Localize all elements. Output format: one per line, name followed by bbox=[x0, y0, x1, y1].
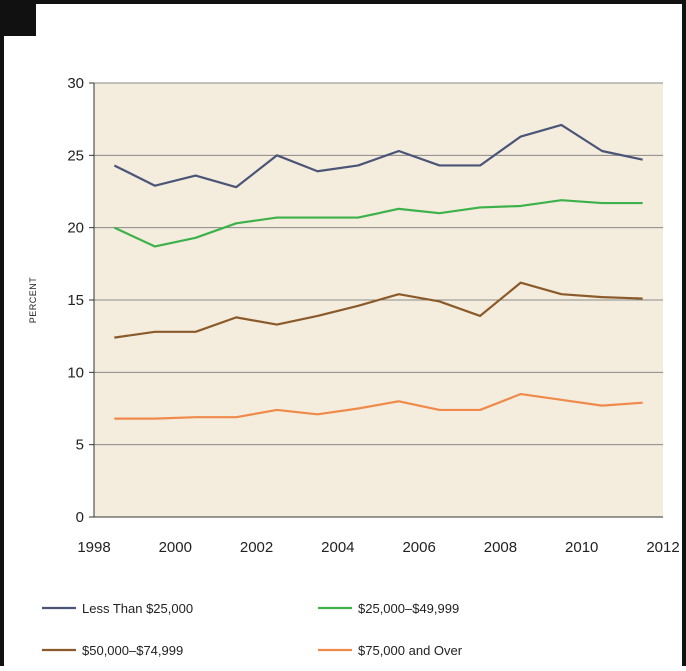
x-tick-label: 2010 bbox=[565, 539, 598, 556]
y-tick-label: 15 bbox=[67, 292, 84, 309]
legend-label: $50,000–$74,999 bbox=[82, 643, 183, 658]
legend: Less Than $25,000 $25,000–$49,999 $50,000–… bbox=[42, 601, 463, 658]
series-line-4 bbox=[114, 392, 643, 420]
legend-label: Less Than $25,000 bbox=[82, 601, 193, 616]
series-line-1 bbox=[113, 123, 643, 189]
y-tick-label: 30 bbox=[67, 75, 84, 92]
frame-left-border bbox=[0, 0, 4, 666]
y-tick-label: 20 bbox=[67, 220, 84, 237]
frame-right-border bbox=[682, 0, 686, 666]
x-tick-labels: 1998 2000 2002 2004 2006 2008 2010 2012 bbox=[77, 539, 679, 556]
frame-top-border bbox=[0, 0, 686, 4]
x-tick-label: 1998 bbox=[77, 539, 110, 556]
y-tick-label: 5 bbox=[76, 437, 84, 454]
series-line-3 bbox=[114, 281, 643, 339]
x-tick-label: 2008 bbox=[484, 539, 517, 556]
y-tick-label: 25 bbox=[67, 147, 84, 164]
y-tick-label: 10 bbox=[67, 364, 84, 381]
y-tick-labels: 0 5 10 15 20 25 30 bbox=[67, 75, 94, 526]
x-tick-label: 2002 bbox=[240, 539, 273, 556]
y-axis-label: PERCENT bbox=[28, 277, 38, 324]
legend-label: $75,000 and Over bbox=[358, 643, 463, 658]
legend-label: $25,000–$49,999 bbox=[358, 601, 459, 616]
x-tick-label: 2000 bbox=[159, 539, 192, 556]
x-tick-label: 2006 bbox=[402, 539, 435, 556]
x-tick-label: 2004 bbox=[321, 539, 354, 556]
corner-marker bbox=[0, 0, 36, 36]
x-tick-label: 2012 bbox=[646, 539, 679, 556]
series-lines bbox=[113, 123, 643, 420]
y-tick-label: 0 bbox=[76, 509, 84, 526]
series-line-2 bbox=[113, 199, 643, 248]
